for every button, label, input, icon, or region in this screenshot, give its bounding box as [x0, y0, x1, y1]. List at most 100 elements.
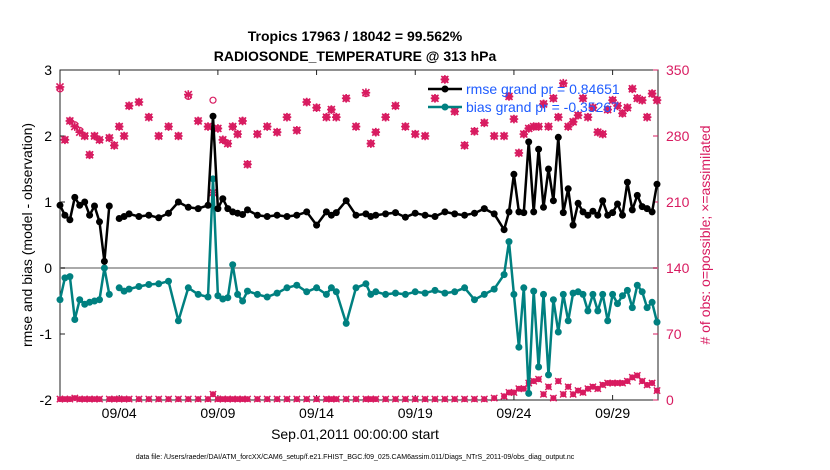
bias-point	[505, 238, 513, 246]
bias-point	[554, 328, 562, 336]
bias-point	[520, 284, 528, 292]
obs-assimilated-point	[470, 126, 479, 136]
obs-assimilated-point	[628, 84, 637, 94]
obs-low-count-cross	[194, 395, 202, 403]
rmse-point	[589, 207, 597, 215]
obs-assimilated-point	[623, 103, 632, 113]
rmse-point	[184, 203, 192, 211]
obs-assimilated-point	[632, 93, 642, 103]
obs-low-count-cross	[594, 384, 602, 393]
bias-point	[194, 290, 202, 298]
obs-assimilated-point	[440, 75, 450, 84]
y-left-tick-label: -2	[40, 392, 53, 408]
obs-assimilated-point	[371, 127, 381, 137]
obs-assimilated-point	[578, 93, 588, 103]
rmse-series	[56, 112, 661, 265]
bias-point	[244, 287, 251, 295]
y-left-tick-label: 0	[44, 260, 52, 276]
y-axis-right-label: # of obs: o=possible; ×=assimilated	[697, 125, 713, 344]
rmse-point	[421, 211, 429, 219]
obs-assimilated-point	[563, 122, 573, 131]
obs-assimilated-point	[174, 131, 183, 141]
bias-point	[401, 290, 409, 298]
bias-point	[614, 300, 621, 308]
y-left-tick-label: 3	[44, 62, 52, 78]
bias-point	[229, 261, 237, 269]
bias-point	[224, 294, 232, 302]
obs-assimilated-point	[272, 127, 282, 137]
x-tick-label: 09/04	[102, 405, 137, 421]
bias-point	[239, 297, 247, 305]
obs-assimilated-point	[134, 97, 144, 107]
bias-point	[135, 283, 143, 290]
bias-point	[327, 284, 335, 292]
obs-low-count-cross	[623, 377, 632, 385]
obs-low-count-cross	[510, 388, 518, 397]
obs-low-count-cross	[381, 395, 390, 403]
bias-point	[628, 304, 636, 312]
legend-rmse-marker	[441, 85, 449, 93]
obs-low-count-cross	[500, 392, 508, 400]
obs-assimilated-point	[554, 112, 563, 122]
obs-low-count-cross	[569, 390, 577, 399]
obs-assimilated-point	[583, 112, 593, 122]
legend-bias-label: bias grand pr = -0.35267	[466, 99, 619, 115]
x-tick-label: 09/19	[398, 405, 433, 421]
bias-point	[559, 290, 567, 298]
bias-point	[500, 271, 508, 279]
obs-low-count-cross	[184, 395, 192, 403]
obs-low-count-cross	[145, 395, 153, 403]
x-tick-label: 09/24	[496, 405, 531, 421]
bias-point	[471, 296, 478, 304]
rmse-point	[91, 202, 98, 210]
bias-point	[145, 281, 153, 288]
obs-assimilated-point	[652, 95, 662, 105]
rmse-point	[461, 211, 469, 219]
obs-assimilated-point	[480, 118, 489, 128]
obs-low-count-cross	[332, 395, 340, 403]
rmse-point	[471, 209, 478, 217]
bias-point	[549, 296, 557, 304]
rmse-point	[614, 200, 621, 208]
x-axis: 09/04 09/09 09/14 09/19 09/24 09/29	[102, 70, 630, 421]
rmse-point	[61, 211, 69, 219]
obs-assimilated-point	[114, 122, 124, 131]
obs-assimilated-point	[618, 109, 627, 118]
bias-point	[352, 284, 360, 292]
rmse-point	[633, 191, 641, 199]
obs-assimilated-point	[223, 139, 233, 148]
obs-assimilated-point	[322, 112, 331, 122]
bias-point	[431, 286, 439, 294]
obs-assimilated-point	[450, 107, 460, 116]
legend-rmse-label: rmse grand pr = 0.84651	[466, 81, 620, 97]
bias-point	[540, 290, 547, 298]
obs-assimilated-point	[608, 95, 617, 105]
rmse-point	[540, 203, 547, 211]
rmse-point	[653, 180, 661, 188]
bias-point	[648, 298, 656, 306]
obs-low-count-cross	[352, 395, 360, 403]
rmse-point	[219, 195, 227, 203]
bias-point	[105, 290, 113, 298]
obs-low-count-cross	[391, 395, 400, 403]
y-left-tick-label: 2	[44, 128, 52, 144]
rmse-point	[273, 211, 281, 219]
obs-low-count-cross	[638, 377, 646, 385]
y-right-tick-label: 140	[666, 260, 690, 276]
rmse-point	[401, 213, 409, 221]
bias-point	[313, 284, 321, 292]
obs-assimilated-point	[55, 82, 65, 92]
obs-assimilated-point	[430, 93, 440, 103]
obs-low-count-cross	[431, 395, 439, 403]
rmse-point	[554, 133, 562, 141]
obs-assimilated-point	[642, 112, 652, 122]
obs-low-count-cross	[470, 395, 479, 403]
bias-point	[564, 317, 572, 325]
rmse-point	[313, 221, 321, 229]
bias-point	[283, 284, 291, 292]
obs-low-count-cross	[653, 386, 661, 395]
obs-low-count-cross	[544, 383, 553, 391]
rmse-point	[569, 221, 577, 229]
obs-assimilated-point	[593, 127, 603, 137]
rmse-point	[125, 210, 133, 218]
